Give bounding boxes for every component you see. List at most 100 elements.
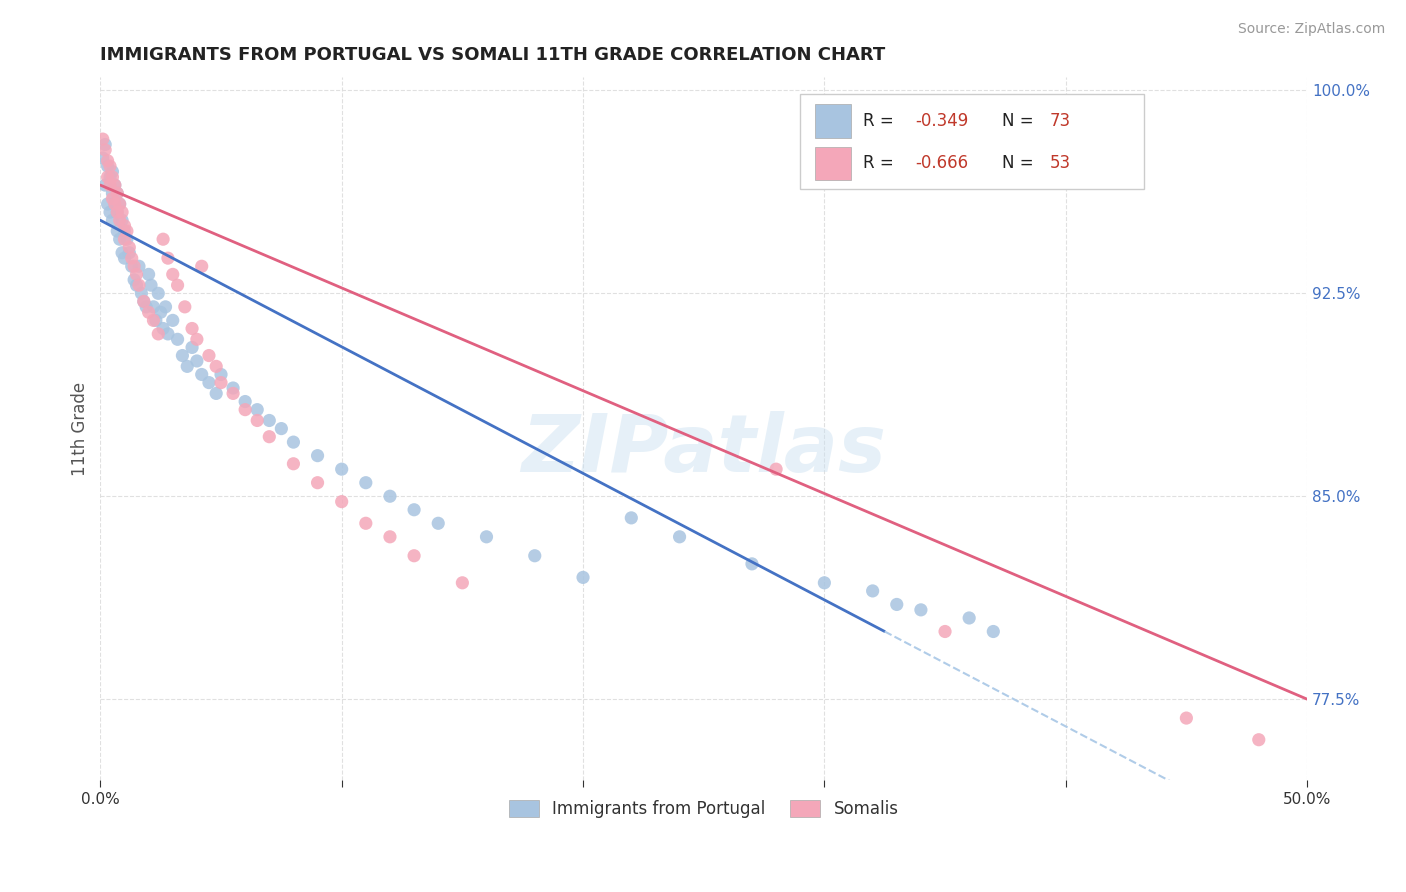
Point (105, 205, 128, 219)
Point (145, 313, 167, 327)
Legend: Immigrants from Portugal, Somalis: Immigrants from Portugal, Somalis (502, 793, 905, 825)
Point (765, 462, 787, 476)
Point (91, 132, 114, 146)
Point (122, 260, 145, 274)
Point (105, 186, 128, 201)
Point (135, 300, 157, 314)
Point (98, 205, 121, 219)
Text: 53: 53 (1050, 154, 1071, 172)
Point (404, 502, 426, 516)
Point (101, 164, 124, 178)
Point (378, 530, 401, 544)
Point (152, 232, 174, 246)
Point (149, 305, 172, 319)
Point (94, 178, 117, 193)
Point (139, 278, 162, 293)
Point (97, 153, 120, 168)
Point (233, 402, 256, 417)
Point (105, 224, 128, 238)
Point (108, 213, 131, 227)
Point (886, 598, 908, 612)
Point (111, 205, 134, 219)
Point (101, 213, 124, 227)
Point (862, 583, 884, 598)
Point (97, 197, 120, 211)
Point (132, 294, 155, 309)
Point (330, 462, 353, 476)
Point (523, 549, 546, 563)
Point (138, 268, 160, 282)
Point (97, 159, 120, 173)
Point (121, 260, 143, 274)
Point (173, 300, 195, 314)
Point (981, 624, 1004, 639)
Point (108, 197, 131, 211)
Point (451, 575, 474, 590)
Point (104, 178, 127, 193)
Text: ZIPatlas: ZIPatlas (522, 410, 886, 489)
Point (172, 349, 194, 363)
Point (475, 530, 498, 544)
Point (91, 151, 114, 165)
Point (101, 169, 124, 184)
Point (114, 219, 136, 233)
Point (1175, 711, 1198, 725)
Point (330, 494, 353, 508)
Text: IMMIGRANTS FROM PORTUGAL VS SOMALI 11TH GRADE CORRELATION CHART: IMMIGRANTS FROM PORTUGAL VS SOMALI 11TH … (100, 46, 886, 64)
Point (246, 402, 269, 417)
Point (190, 260, 212, 274)
Text: N =: N = (1001, 154, 1039, 172)
Text: -0.349: -0.349 (915, 112, 969, 130)
Point (813, 575, 835, 590)
FancyBboxPatch shape (814, 104, 851, 138)
Point (128, 260, 150, 274)
Point (307, 475, 329, 490)
Text: -0.666: -0.666 (915, 154, 967, 172)
Point (166, 332, 188, 346)
Point (620, 511, 643, 525)
Point (283, 435, 305, 450)
Point (152, 321, 174, 335)
Point (246, 413, 269, 427)
Point (222, 381, 245, 395)
Point (176, 359, 198, 374)
Point (142, 300, 165, 314)
Point (378, 489, 401, 503)
Point (111, 213, 134, 227)
Point (162, 313, 184, 327)
Text: N =: N = (1001, 112, 1039, 130)
FancyBboxPatch shape (800, 95, 1144, 189)
Point (156, 251, 179, 265)
Point (186, 354, 208, 368)
Point (131, 286, 153, 301)
Point (118, 240, 141, 254)
Point (108, 232, 131, 246)
Point (114, 232, 136, 246)
Point (910, 603, 932, 617)
Point (181, 340, 204, 354)
Point (222, 386, 245, 401)
Point (1247, 732, 1270, 747)
Point (104, 197, 127, 211)
Point (354, 516, 377, 531)
Point (668, 530, 690, 544)
Point (132, 294, 155, 309)
Point (156, 326, 179, 341)
Point (104, 178, 127, 193)
Point (186, 332, 208, 346)
Point (142, 313, 165, 327)
Point (121, 251, 143, 265)
Point (270, 421, 292, 435)
Point (114, 224, 136, 238)
Point (97, 169, 120, 184)
Y-axis label: 11th Grade: 11th Grade (72, 382, 89, 475)
Point (98, 178, 121, 193)
Point (427, 516, 450, 531)
Text: R =: R = (863, 112, 898, 130)
Point (957, 611, 980, 625)
Text: Source: ZipAtlas.com: Source: ZipAtlas.com (1237, 22, 1385, 37)
Point (354, 475, 377, 490)
Point (101, 192, 124, 206)
Point (125, 278, 148, 293)
Point (209, 368, 232, 382)
